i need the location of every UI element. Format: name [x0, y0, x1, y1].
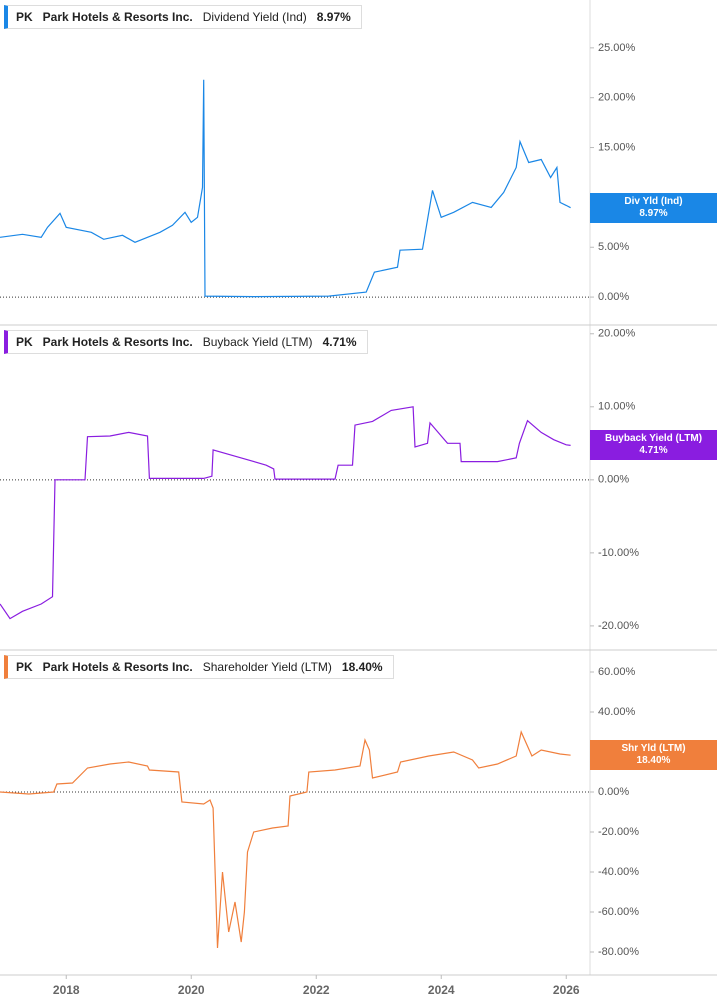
value-badge: Shr Yld (LTM) 18.40%	[590, 740, 717, 771]
x-tick-label: 2026	[553, 983, 580, 997]
badge-label: Buyback Yield (LTM)	[604, 433, 703, 445]
value-badge: Div Yld (Ind) 8.97%	[590, 192, 717, 223]
series-line	[0, 730, 571, 949]
panel-header: PK Park Hotels & Resorts Inc. Dividend Yie…	[4, 5, 362, 29]
y-tick-label: 0.00%	[598, 474, 629, 486]
y-tick-label: 20.00%	[598, 328, 636, 340]
ticker: PK	[16, 10, 33, 24]
x-tick-label: 2024	[428, 983, 455, 997]
company: Park Hotels & Resorts Inc.	[42, 660, 193, 674]
panel-header: PK Park Hotels & Resorts Inc. Shareholder …	[4, 655, 394, 679]
current-value: 18.40%	[341, 660, 383, 674]
y-tick-label: -20.00%	[598, 826, 639, 838]
y-tick-label: -80.00%	[598, 946, 639, 958]
y-tick-label: 40.00%	[598, 706, 636, 718]
y-tick-label: 5.00%	[598, 241, 629, 253]
badge-label: Div Yld (Ind)	[624, 195, 683, 207]
x-tick-label: 2020	[178, 983, 205, 997]
company: Park Hotels & Resorts Inc.	[42, 335, 193, 349]
y-tick-label: 25.00%	[598, 42, 636, 54]
ticker: PK	[16, 660, 33, 674]
series-line	[0, 79, 571, 298]
metric: Buyback Yield (LTM)	[202, 335, 313, 349]
panel-header: PK Park Hotels & Resorts Inc. Buyback Yiel…	[4, 330, 368, 354]
y-tick-label: -20.00%	[598, 620, 639, 632]
x-tick-label: 2018	[53, 983, 80, 997]
y-tick-label: 15.00%	[598, 141, 636, 153]
metric: Dividend Yield (Ind)	[202, 10, 307, 24]
y-tick-label: 20.00%	[598, 92, 636, 104]
y-tick-label: -40.00%	[598, 866, 639, 878]
y-tick-label: 10.00%	[598, 401, 636, 413]
y-tick-label: 0.00%	[598, 291, 629, 303]
series-line	[0, 406, 571, 620]
badge-value: 8.97%	[639, 207, 668, 219]
y-tick-label: -60.00%	[598, 906, 639, 918]
x-tick-label: 2022	[303, 983, 330, 997]
y-tick-label: 0.00%	[598, 786, 629, 798]
company: Park Hotels & Resorts Inc.	[42, 10, 193, 24]
badge-value: 4.71%	[639, 445, 668, 457]
y-tick-label: -10.00%	[598, 547, 639, 559]
current-value: 4.71%	[322, 335, 357, 349]
badge-value: 18.40%	[636, 755, 671, 767]
metric: Shareholder Yield (LTM)	[202, 660, 332, 674]
value-badge: Buyback Yield (LTM) 4.71%	[590, 430, 717, 461]
y-tick-label: 60.00%	[598, 666, 636, 678]
current-value: 8.97%	[316, 10, 351, 24]
ticker: PK	[16, 335, 33, 349]
badge-label: Shr Yld (LTM)	[621, 743, 686, 755]
